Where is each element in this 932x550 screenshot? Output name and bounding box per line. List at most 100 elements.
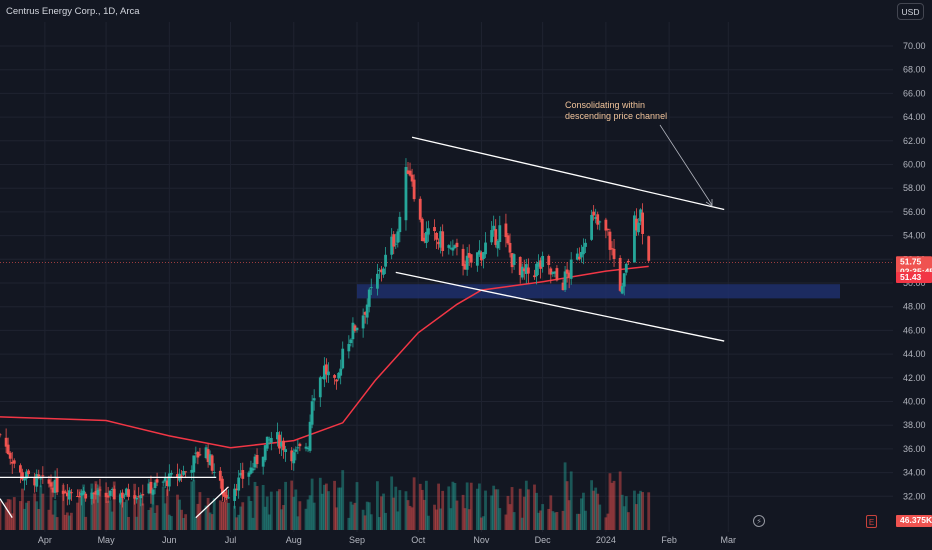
candle-body (582, 246, 585, 255)
candle-body (4, 437, 8, 447)
volume-bar (524, 480, 528, 530)
volume-bar (241, 502, 245, 530)
candle-body (341, 348, 345, 369)
volume-bar (98, 486, 102, 530)
volume-bar (394, 486, 398, 530)
candle-body (55, 477, 59, 493)
x-tick-label: Dec (535, 535, 552, 545)
candle-body (406, 170, 410, 174)
volume-bar (204, 505, 208, 530)
y-tick-label: 62.00 (903, 136, 926, 146)
volume-bar (418, 483, 422, 530)
volume-bar (96, 488, 100, 530)
candle-body (384, 254, 387, 267)
volume-bar (227, 502, 230, 530)
volume-bar (176, 494, 179, 530)
y-tick-label: 56.00 (903, 207, 926, 217)
volume-bar (121, 495, 124, 530)
candle-body (622, 273, 626, 287)
x-tick-label: Jul (225, 535, 237, 545)
candle-body (422, 237, 426, 242)
volume-bar (392, 497, 396, 530)
time-axis: Apr May Jun Jul Aug Sep Oct Nov Dec 2024 Feb Mar (38, 535, 736, 545)
volume-bar (539, 510, 542, 530)
volume-bar (333, 480, 336, 530)
grid (0, 22, 893, 532)
volume-bar (278, 489, 281, 530)
candle-body (92, 493, 96, 495)
candle-body (53, 479, 57, 493)
candle-body (441, 231, 445, 251)
volume-bar (82, 484, 86, 530)
x-tick-label: Aug (286, 535, 302, 545)
candle-body (6, 444, 10, 455)
volume-bar (247, 496, 251, 530)
candle-body (410, 174, 414, 182)
candle-body (392, 234, 396, 247)
candle-body (537, 262, 540, 267)
volume-bar (206, 497, 210, 530)
volume-bar (469, 482, 473, 530)
volume-bar (210, 514, 214, 530)
volume-bar (290, 480, 294, 530)
candle-body (382, 268, 385, 275)
earnings-icon[interactable]: E (866, 515, 877, 528)
volume-bar (65, 512, 69, 530)
flash-icon[interactable]: ⚡ (753, 515, 765, 527)
volume-bar (153, 512, 157, 530)
volume-bar (555, 511, 559, 530)
y-tick-label: 44.00 (903, 349, 926, 359)
volume-bar (606, 513, 610, 530)
volume-bar (537, 512, 540, 530)
volume-bar (280, 509, 283, 530)
candle-body (427, 228, 430, 235)
volume-bar (590, 480, 593, 530)
candle-body (235, 488, 239, 491)
candle-body (353, 325, 357, 331)
candle-body (596, 214, 600, 225)
volume-bar (449, 508, 453, 530)
volume-bar (92, 492, 96, 530)
volume-bar (498, 508, 502, 530)
volume-bar (598, 504, 602, 530)
candle-body (194, 452, 198, 454)
volume-bar (310, 478, 314, 530)
volume-bar (355, 482, 359, 530)
x-tick-label: Sep (349, 535, 365, 545)
candle-body (80, 492, 83, 496)
candle-body (118, 494, 122, 503)
volume-bar (512, 512, 516, 530)
volume-bar (612, 480, 616, 530)
candle-body (96, 489, 100, 496)
volume-bar (620, 494, 624, 530)
candle-body (480, 252, 483, 261)
currency-button[interactable]: USD (897, 3, 924, 20)
candle-body (451, 247, 455, 251)
volume-bar (208, 512, 212, 530)
candle-body (647, 236, 651, 261)
ma-price-tag (896, 272, 932, 284)
volume-bar (424, 480, 428, 530)
candle-body (49, 482, 53, 487)
volume-bar (367, 502, 371, 530)
candle-body (420, 218, 424, 242)
volume-bar (422, 499, 426, 530)
y-tick-label: 70.00 (903, 41, 926, 51)
volume-bar (296, 516, 300, 530)
volume-bar (380, 496, 383, 530)
volume-bar (592, 490, 596, 530)
volume-bar (47, 509, 51, 530)
candle-body (12, 460, 16, 464)
old-channel-bottom-left (0, 498, 13, 518)
volume-bar (80, 490, 83, 530)
volume-bar (376, 481, 379, 530)
volume-bar (520, 517, 524, 530)
candle-body (255, 454, 259, 465)
candle-body (282, 440, 285, 451)
candle-body (506, 235, 510, 244)
volume-bar (455, 500, 459, 530)
volume-bar (139, 499, 143, 530)
candle-body (367, 289, 371, 307)
volume-bar (239, 506, 243, 530)
